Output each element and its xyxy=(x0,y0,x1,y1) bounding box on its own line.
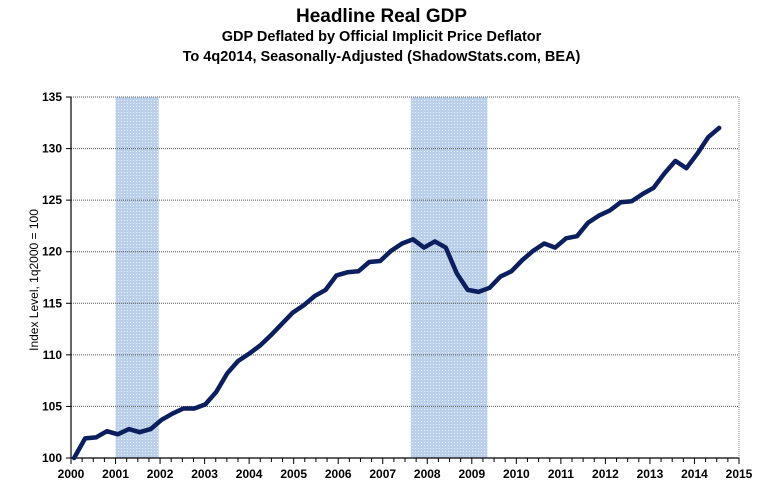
chart-title: Headline Real GDP xyxy=(295,6,468,27)
chart-subtitle: GDP Deflated by Official Implicit Price … xyxy=(221,29,542,45)
y-tick-label: 110 xyxy=(43,348,63,362)
x-tick-label: 2014 xyxy=(681,467,708,481)
recession-band-1 xyxy=(115,97,159,458)
x-tick-label: 2001 xyxy=(102,467,129,481)
x-tick-label: 2013 xyxy=(637,467,664,481)
chart-subtitle-2: To 4q2014, Seasonally-Adjusted (ShadowSt… xyxy=(182,49,581,65)
y-tick-label: 130 xyxy=(42,142,62,156)
y-tick-label: 135 xyxy=(42,90,62,104)
y-tick-label: 100 xyxy=(42,451,62,465)
y-tick-label: 120 xyxy=(42,245,62,259)
x-tick-label: 2008 xyxy=(414,467,441,481)
recession-band-2 xyxy=(410,97,488,458)
x-tick-label: 2002 xyxy=(147,467,174,481)
x-tick-label: 2004 xyxy=(236,467,263,481)
y-tick-label: 125 xyxy=(42,193,62,207)
x-tick-label: 2009 xyxy=(458,467,485,481)
x-tick-label: 2011 xyxy=(548,467,574,481)
series-line-headline-real-gdp xyxy=(71,125,722,461)
x-tick-label: 2005 xyxy=(280,467,307,481)
y-tick-label: 105 xyxy=(42,399,62,413)
x-tick-label: 2010 xyxy=(503,467,530,481)
x-tick-label: 2006 xyxy=(325,467,352,481)
x-tick-label: 2000 xyxy=(58,467,85,481)
x-tick-label: 2003 xyxy=(191,467,218,481)
x-tick-label: 2007 xyxy=(369,467,396,481)
x-tick-label: 2015 xyxy=(726,467,753,481)
x-tick-label: 2012 xyxy=(592,467,619,481)
y-axis-label: Index Level, 1q2000 = 100 xyxy=(27,209,41,351)
y-tick-label: 115 xyxy=(43,296,63,310)
